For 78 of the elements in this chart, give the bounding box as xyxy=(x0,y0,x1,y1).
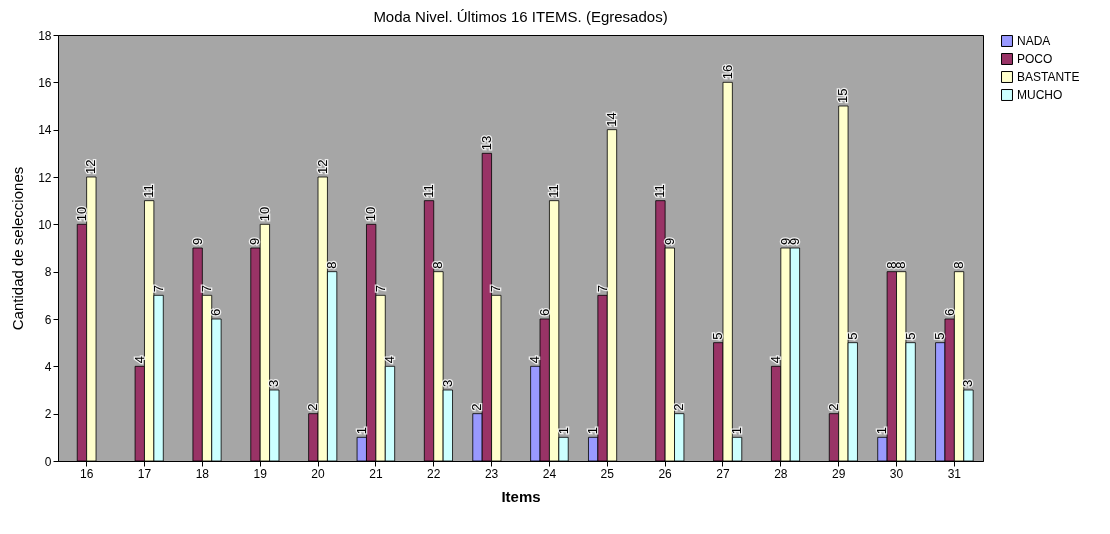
x-tick-label: 30 xyxy=(889,466,904,481)
x-tick-label: 17 xyxy=(137,466,152,481)
data-label: 2 xyxy=(305,403,321,411)
legend-label: NADA xyxy=(1017,34,1051,48)
x-tick-label: 29 xyxy=(831,466,846,481)
data-label: 12 xyxy=(314,159,330,174)
y-tick-label: 0 xyxy=(44,454,52,469)
data-label: 11 xyxy=(652,184,668,198)
x-tick-label: 25 xyxy=(600,466,615,481)
data-label: 1 xyxy=(555,427,571,435)
y-axis-title: Cantidad de selecciones xyxy=(9,166,27,331)
y-tick-label: 10 xyxy=(38,217,52,232)
data-label: 6 xyxy=(536,308,552,316)
data-label: 8 xyxy=(430,261,446,269)
data-label: 3 xyxy=(960,379,976,387)
data-label: 11 xyxy=(546,184,562,198)
data-label: 2 xyxy=(825,403,841,411)
x-tick-label: 24 xyxy=(542,466,557,481)
data-label: 11 xyxy=(421,184,437,198)
x-tick-label: 26 xyxy=(658,466,673,481)
legend-label: MUCHO xyxy=(1017,88,1063,102)
data-label: 5 xyxy=(902,332,918,340)
x-tick-label: 21 xyxy=(369,466,383,481)
data-label: 7 xyxy=(594,285,610,293)
data-label: 1 xyxy=(729,427,745,435)
data-label: 16 xyxy=(719,64,735,80)
data-label: 5 xyxy=(932,332,948,340)
data-label: 9 xyxy=(247,237,263,245)
x-tick-label: 19 xyxy=(253,466,268,481)
data-label: 15 xyxy=(835,88,851,103)
y-tick-label: 6 xyxy=(44,312,52,327)
x-tick-label: 28 xyxy=(774,466,788,481)
data-label: 3 xyxy=(266,379,282,387)
y-tick-label: 14 xyxy=(38,123,52,138)
y-tick-label: 2 xyxy=(44,407,52,422)
data-label: 10 xyxy=(73,206,89,222)
x-axis-title: Items xyxy=(501,487,541,505)
data-label: 9 xyxy=(189,237,205,245)
data-label: 7 xyxy=(488,285,504,293)
data-label: 12 xyxy=(83,159,99,174)
data-label: 5 xyxy=(710,332,726,340)
data-label: 3 xyxy=(439,379,455,387)
y-tick-label: 16 xyxy=(38,75,52,90)
data-label: 1 xyxy=(585,427,601,435)
y-tick-label: 18 xyxy=(38,28,52,43)
y-tick-label: 8 xyxy=(44,265,52,280)
legend-label: BASTANTE xyxy=(1017,70,1080,84)
data-label: 6 xyxy=(208,308,224,316)
data-label: 5 xyxy=(844,332,860,340)
data-label: 6 xyxy=(941,308,957,316)
x-tick-label: 22 xyxy=(427,466,441,481)
x-tick-label: 31 xyxy=(947,466,962,481)
legend-label: POCO xyxy=(1017,52,1053,66)
data-label: 1 xyxy=(353,427,369,435)
data-label: 1 xyxy=(874,427,890,435)
x-tick-label: 23 xyxy=(484,466,499,481)
chart-title: Moda Nivel. Últimos 16 ITEMS. (Egresados) xyxy=(373,8,668,25)
data-label: 9 xyxy=(661,237,677,245)
x-tick-label: 27 xyxy=(716,466,730,481)
data-label: 4 xyxy=(381,356,397,364)
data-label: 10 xyxy=(363,206,379,222)
x-tick-label: 20 xyxy=(311,466,326,481)
data-label: 4 xyxy=(527,356,543,364)
data-label: 14 xyxy=(603,112,619,127)
data-label: 8 xyxy=(324,261,340,269)
data-label: 2 xyxy=(671,403,687,411)
data-label: 4 xyxy=(768,356,784,364)
data-label: 7 xyxy=(199,285,215,293)
data-label: 4 xyxy=(131,356,147,364)
data-label: 2 xyxy=(469,403,485,411)
x-tick-label: 16 xyxy=(79,466,94,481)
x-tick-label: 18 xyxy=(195,466,210,481)
data-label: 10 xyxy=(256,206,272,222)
y-tick-label: 4 xyxy=(44,359,52,374)
data-label: 11 xyxy=(141,184,157,198)
data-label: 13 xyxy=(478,135,494,151)
data-label: 8 xyxy=(951,261,967,269)
y-tick-label: 12 xyxy=(38,170,52,185)
